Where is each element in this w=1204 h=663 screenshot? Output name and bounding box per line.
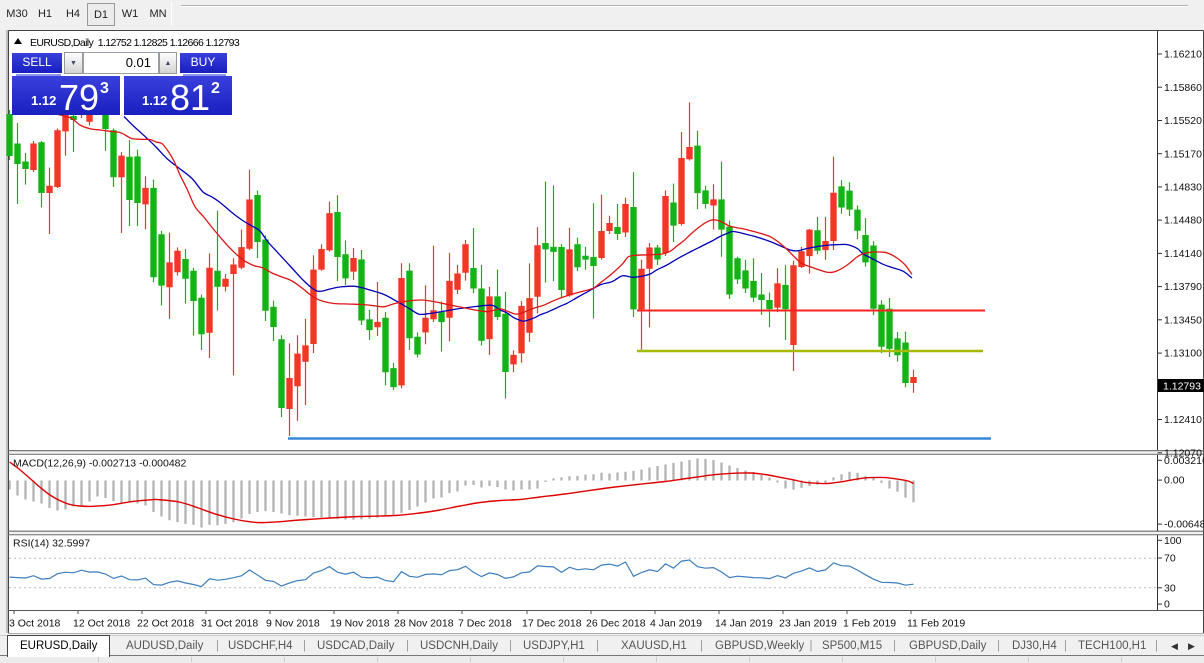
- svg-text:22 Oct 2018: 22 Oct 2018: [137, 618, 194, 630]
- svg-text:14 Jan 2019: 14 Jan 2019: [715, 618, 773, 630]
- svg-text:19 Nov 2018: 19 Nov 2018: [330, 618, 390, 630]
- svg-text:28 Nov 2018: 28 Nov 2018: [394, 618, 454, 630]
- svg-text:1.13450: 1.13450: [1164, 314, 1202, 326]
- svg-text:-0.006485: -0.006485: [1164, 519, 1204, 531]
- svg-text:12 Oct 2018: 12 Oct 2018: [73, 618, 130, 630]
- svg-text:31 Oct 2018: 31 Oct 2018: [201, 618, 258, 630]
- svg-text:11 Feb 2019: 11 Feb 2019: [907, 618, 965, 630]
- svg-text:100: 100: [1164, 535, 1182, 547]
- svg-text:MACD(12,26,9) -0.002713 -0.000: MACD(12,26,9) -0.002713 -0.000482: [13, 458, 187, 470]
- svg-text:17 Dec 2018: 17 Dec 2018: [522, 618, 582, 630]
- svg-text:1 Feb 2019: 1 Feb 2019: [843, 618, 896, 630]
- svg-text:7 Dec 2018: 7 Dec 2018: [458, 618, 512, 630]
- svg-text:1.14140: 1.14140: [1164, 248, 1202, 260]
- svg-text:0.003216: 0.003216: [1164, 455, 1204, 467]
- svg-text:1.12410: 1.12410: [1164, 414, 1202, 426]
- svg-text:0.00: 0.00: [1164, 475, 1185, 487]
- svg-text:1.13790: 1.13790: [1164, 281, 1202, 293]
- svg-text:RSI(14) 32.5997: RSI(14) 32.5997: [13, 538, 90, 550]
- svg-text:1.15860: 1.15860: [1164, 82, 1202, 94]
- svg-text:1.13100: 1.13100: [1164, 348, 1202, 360]
- svg-text:1.15170: 1.15170: [1164, 148, 1202, 160]
- svg-text:23 Jan 2019: 23 Jan 2019: [779, 618, 837, 630]
- svg-text:1.14830: 1.14830: [1164, 182, 1202, 194]
- svg-text:1.14480: 1.14480: [1164, 215, 1202, 227]
- svg-text:26 Dec 2018: 26 Dec 2018: [586, 618, 646, 630]
- svg-text:30: 30: [1164, 582, 1176, 594]
- svg-text:9 Nov 2018: 9 Nov 2018: [266, 618, 320, 630]
- svg-text:1.15520: 1.15520: [1164, 115, 1202, 127]
- svg-text:0: 0: [1164, 599, 1170, 611]
- svg-text:70: 70: [1164, 553, 1176, 565]
- svg-text:4 Jan 2019: 4 Jan 2019: [650, 618, 702, 630]
- svg-text:3 Oct 2018: 3 Oct 2018: [9, 618, 61, 630]
- svg-text:1.12070: 1.12070: [1164, 447, 1202, 459]
- svg-text:1.12793: 1.12793: [1163, 380, 1201, 392]
- svg-text:1.16210: 1.16210: [1164, 49, 1202, 61]
